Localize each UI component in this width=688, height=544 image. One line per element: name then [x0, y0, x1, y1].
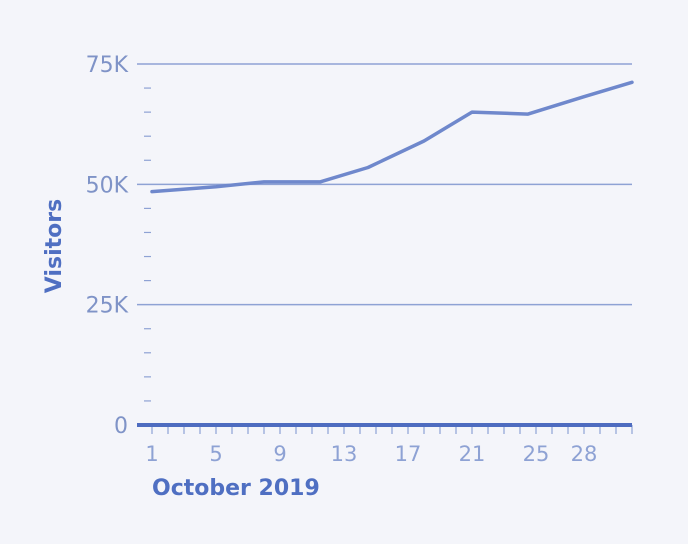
- x-tick-label: 5: [209, 442, 222, 466]
- y-axis-tick-labels: 0 25K 50K 75K: [86, 53, 129, 439]
- y-tick-label: 0: [114, 414, 128, 439]
- x-tick-label: 13: [331, 442, 358, 466]
- y-minor-ticks: [144, 87, 151, 402]
- gridlines: [137, 63, 632, 306]
- x-tick-label: 1: [145, 442, 158, 466]
- y-tick-label: 25K: [86, 294, 129, 319]
- x-axis-tick-labels: 1 5 9 13 17 21 25 28: [145, 442, 597, 466]
- x-tick-label: 21: [459, 442, 486, 466]
- x-tick-label: 17: [395, 442, 422, 466]
- x-axis-title: October 2019: [152, 476, 320, 501]
- x-tick-label: 25: [523, 442, 550, 466]
- x-tick-label: 28: [571, 442, 598, 466]
- y-axis-title: Visitors: [42, 199, 67, 293]
- series-line-visitors: [150, 80, 634, 194]
- y-tick-label: 75K: [86, 53, 129, 78]
- x-tick-label: 9: [273, 442, 286, 466]
- x-minor-ticks: [151, 425, 633, 434]
- y-tick-label: 50K: [86, 173, 129, 198]
